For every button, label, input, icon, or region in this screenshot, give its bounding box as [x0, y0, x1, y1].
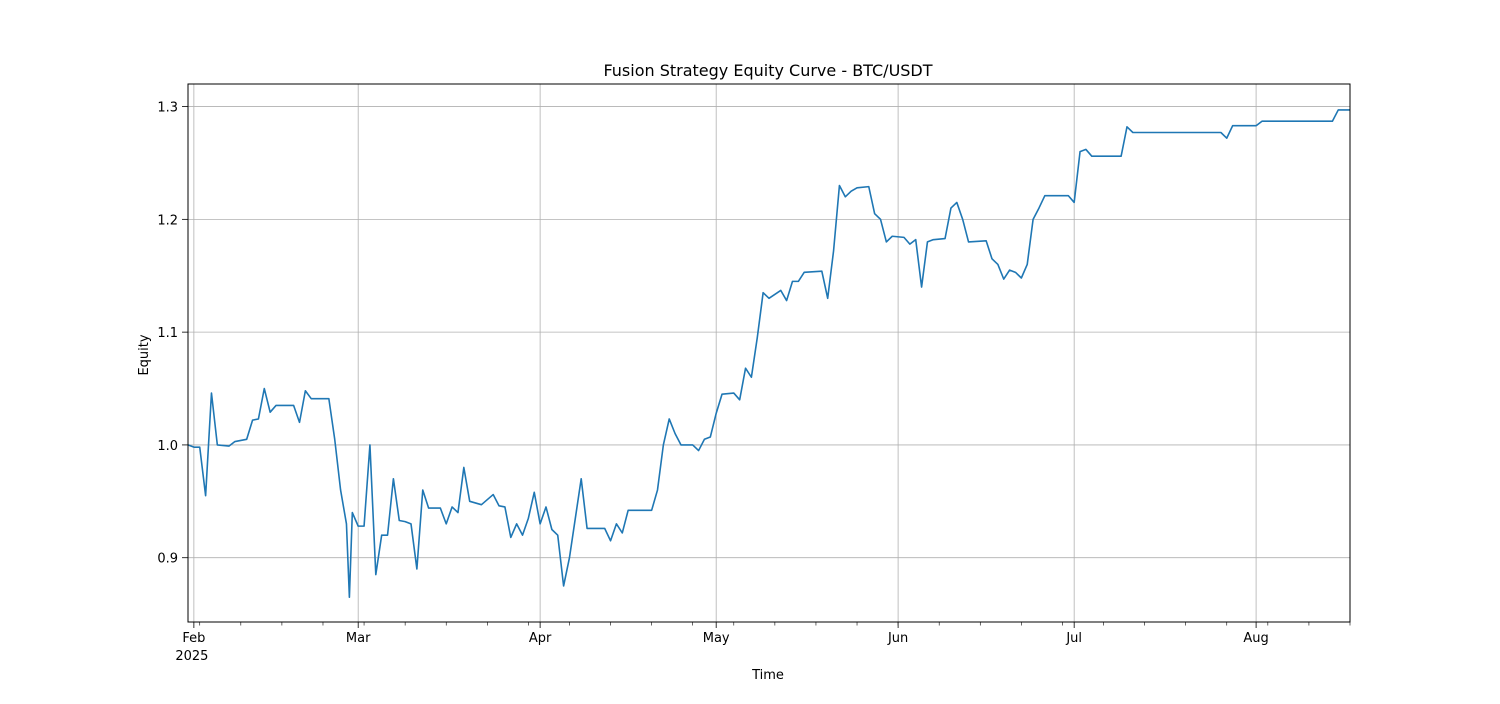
x-tick-label: Jun: [887, 631, 908, 646]
y-tick-label: 1.0: [157, 439, 178, 454]
axes-frame: [187, 83, 1351, 623]
series-layer: [187, 109, 1350, 598]
grid: [188, 84, 1350, 622]
x-tick-label: Jul: [1065, 631, 1082, 646]
y-tick-label: 1.2: [157, 213, 178, 228]
x-axis-label: Time: [751, 668, 784, 683]
y-axis: 0.9 1.0 1.1 1.2 1.3: [157, 101, 188, 567]
y-tick-label: 0.9: [157, 552, 178, 567]
x-tick-label: Feb: [182, 631, 205, 646]
x-axis: Feb 2025 Mar Apr May Jun Jul Aug: [175, 622, 1351, 664]
x-tick-label: May: [703, 631, 730, 646]
x-tick-label: Mar: [346, 631, 371, 646]
y-tick-label: 1.3: [157, 101, 178, 116]
x-tick-label: Aug: [1243, 631, 1268, 646]
x-tick-label: Apr: [529, 631, 552, 646]
y-tick-label: 1.1: [157, 326, 178, 341]
x-tick-sublabel: 2025: [175, 649, 208, 664]
chart-title: Fusion Strategy Equity Curve - BTC/USDT: [603, 61, 932, 80]
equity-series-line: [187, 109, 1350, 598]
y-axis-label: Equity: [137, 334, 152, 375]
